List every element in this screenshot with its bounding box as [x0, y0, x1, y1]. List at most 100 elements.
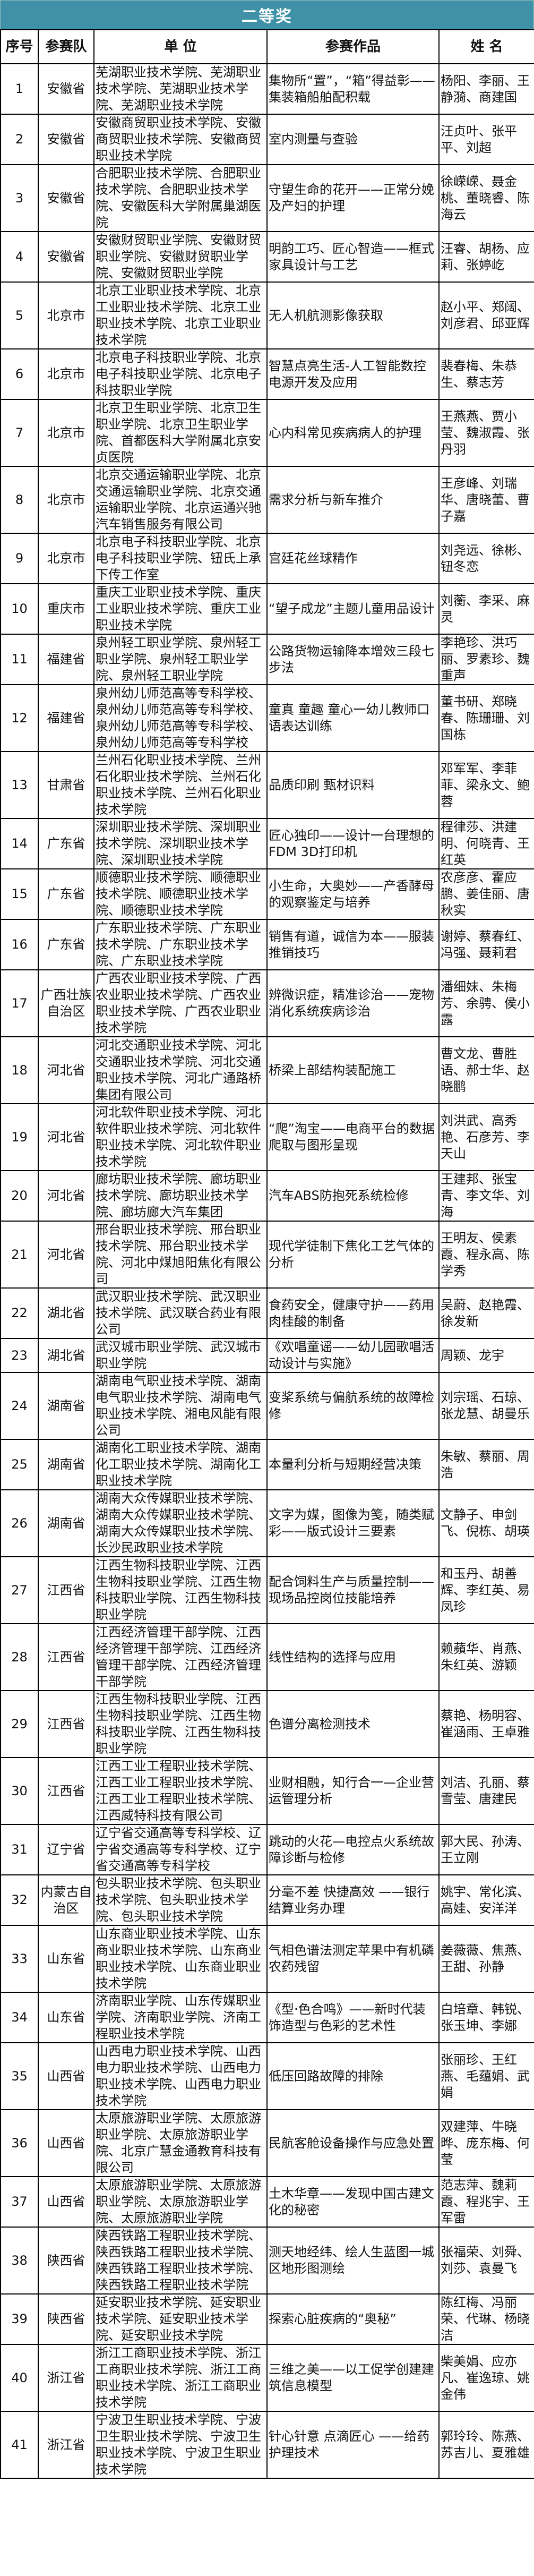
unit-cell: 安徽财贸职业学院、安徽财贸职业学院、安徽财贸职业学院、安徽财贸职业学院 — [93, 231, 268, 283]
names-cell: 蔡艳、杨明容、崔涵雨、王卓雅 — [438, 1690, 534, 1758]
names-cell: 姜薇薇、焦燕、王甜、孙静 — [438, 1925, 534, 1993]
table-row: 6 北京市 北京电子科技职业学院、北京电子科技职业学院、北京电子科技职业学院 智慧点亮… — [0, 348, 534, 400]
table-row: 17 广西壮族自治区 广西农业职业技术学院、广西农业职业技术学院、广西农业职业技术学… — [0, 969, 534, 1037]
seq-cell: 15 — [0, 868, 39, 920]
seq-cell: 13 — [0, 751, 39, 819]
table-row: 34 山东省 济南职业学院、山东传媒职业学院、济南职业学院、济南工程职业技术学院 《型… — [0, 1992, 534, 2043]
seq-cell: 31 — [0, 1824, 39, 1875]
names-cell: 刘蘅、李采、麻灵 — [438, 583, 534, 635]
seq-cell: 34 — [0, 1992, 39, 2043]
table-row: 4 安徽省 安徽财贸职业学院、安徽财贸职业学院、安徽财贸职业学院、安徽财贸职业学院明… — [0, 231, 534, 283]
table-row: 39 陕西省 延安职业技术学院、延安职业技术学院、延安职业技术学院、延安职业技术学院… — [0, 2293, 534, 2345]
work-cell: 探索心脏疾病的“奥秘” — [266, 2293, 440, 2345]
work-cell: 宫廷花丝球精作 — [266, 533, 440, 584]
names-cell: 潘细妹、朱梅芳、余骋、侯小露 — [438, 969, 534, 1037]
seq-cell: 19 — [0, 1103, 39, 1171]
seq-cell: 8 — [0, 466, 39, 534]
names-cell: 董书研、郑晓春、陈珊珊、刘国栋 — [438, 684, 534, 752]
table-header-row: 序号 参赛队 单 位 参赛作品 姓 名 — [0, 29, 534, 64]
team-cell: 安徽省 — [38, 63, 94, 115]
work-cell: 桥梁上部结构装配施工 — [266, 1036, 440, 1104]
seq-cell: 4 — [0, 231, 39, 283]
unit-cell: 重庆工业职业技术学院、重庆工业职业技术学院、重庆工业职业技术学院 — [93, 583, 268, 635]
unit-cell: 江西经济管理干部学院、江西经济管理干部学院、江西经济管理干部学院、江西经济管理干… — [93, 1623, 268, 1691]
table-row: 26 湖南省 湖南大众传媒职业技术学院、湖南大众传媒职业技术学院、湖南大众传媒职业技… — [0, 1489, 534, 1557]
names-cell: 王燕燕、贾小莹、魏淑霞、张丹羽 — [438, 399, 534, 467]
seq-cell: 35 — [0, 2042, 39, 2110]
team-cell: 福建省 — [38, 634, 94, 685]
work-cell: 线性结构的选择与应用 — [266, 1623, 440, 1691]
table-row: 18 河北省 河北交通职业技术学院、河北交通职业技术学院、河北交通职业技术学院、河北… — [0, 1036, 534, 1104]
unit-cell: 武汉城市职业学院、武汉城市职业学院 — [93, 1338, 268, 1373]
work-cell: 小生命，大奥妙——产香酵母的观察鉴定与培养 — [266, 868, 440, 920]
table-row: 12 福建省 泉州幼儿师范高等专科学校、泉州幼儿师范高等专科学校、泉州幼儿师范高等专… — [0, 684, 534, 752]
team-cell: 北京市 — [38, 399, 94, 467]
team-cell: 河北省 — [38, 1170, 94, 1222]
award-title: 二等奖 — [0, 0, 534, 29]
work-cell: 公路货物运输降本增效三段七步法 — [266, 634, 440, 685]
team-cell: 湖北省 — [38, 1287, 94, 1339]
table-row: 11 福建省 泉州轻工职业学院、泉州轻工职业学院、泉州轻工职业学院、泉州轻工职业学院… — [0, 634, 534, 685]
unit-cell: 宁波卫生职业技术学院、宁波卫生职业技术学院、宁波卫生职业技术学院、宁波卫生职业技… — [93, 2411, 268, 2479]
team-cell: 重庆市 — [38, 583, 94, 635]
work-cell: 集物所“置”，“箱”得益彰——集装箱船舶配积载 — [266, 63, 440, 115]
team-cell: 广东省 — [38, 919, 94, 970]
team-cell: 广东省 — [38, 868, 94, 920]
table-row: 3 安徽省 合肥职业技术学院、合肥职业技术学院、合肥职业技术学院、安徽医科大学附属巢… — [0, 164, 534, 232]
seq-cell: 36 — [0, 2109, 39, 2177]
table-row: 35 山西省 山西电力职业技术学院、山西电力职业技术学院、山西电力职业技术学院、山西… — [0, 2042, 534, 2110]
team-cell: 河北省 — [38, 1221, 94, 1289]
work-cell: 匠心独印——设计一台理想的FDM 3D打印机 — [266, 818, 440, 869]
unit-cell: 太原旅游职业学院、太原旅游职业学院、太原旅游职业学院、太原旅游职业学院 — [93, 2176, 268, 2228]
unit-cell: 浙江工商职业技术学院、浙江工商职业技术学院、浙江工商职业技术学院、浙江工商职业技… — [93, 2344, 268, 2412]
team-cell: 山东省 — [38, 1925, 94, 1993]
work-cell: 分毫不差 快捷高效 ——银行结算业务办理 — [266, 1874, 440, 1926]
unit-cell: 北京卫生职业学院、北京卫生职业学院、北京卫生职业学院、首都医科大学附属北京安贞医… — [93, 399, 268, 467]
team-cell: 河北省 — [38, 1036, 94, 1104]
table-row: 15 广东省 顺德职业技术学院、顺德职业技术学院、顺德职业技术学院、顺德职业技术学院… — [0, 868, 534, 920]
team-cell: 辽宁省 — [38, 1824, 94, 1875]
work-cell: 心内科常见疾病病人的护理 — [266, 399, 440, 467]
seq-cell: 30 — [0, 1757, 39, 1825]
names-cell: 邓军军、李菲菲、梁永文、鲍蓉 — [438, 751, 534, 819]
table-row: 29 江西省 江西生物科技职业学院、江西生物科技职业学院、江西生物科技职业学院、江西… — [0, 1690, 534, 1758]
seq-cell: 24 — [0, 1372, 39, 1440]
names-cell: 汪睿、胡杨、应莉、张婷屹 — [438, 231, 534, 283]
table-row: 30 江西省 江西工业工程职业技术学院、江西工业工程职业技术学院、江西工业工程职业技… — [0, 1757, 534, 1825]
seq-cell: 16 — [0, 919, 39, 970]
team-cell: 北京市 — [38, 348, 94, 400]
names-cell: 郭大民、孙涛、王立刚 — [438, 1824, 534, 1875]
seq-cell: 22 — [0, 1287, 39, 1339]
unit-cell: 太原旅游职业学院、太原旅游职业学院、太原旅游职业学院、北京广慧金通教育科技有限公… — [93, 2109, 268, 2177]
unit-cell: 安徽商贸职业技术学院、安徽商贸职业技术学院、安徽商贸职业技术学院 — [93, 114, 268, 165]
table-row: 38 陕西省 陕西铁路工程职业技术学院、陕西铁路工程职业技术学院、陕西铁路工程职业技… — [0, 2227, 534, 2294]
table-row: 7 北京市 北京卫生职业学院、北京卫生职业学院、北京卫生职业学院、首都医科大学附属北… — [0, 399, 534, 467]
names-cell: 吴蔚、赵艳霞、徐发新 — [438, 1287, 534, 1339]
unit-cell: 泉州轻工职业学院、泉州轻工职业学院、泉州轻工职业学院、泉州轻工职业学院 — [93, 634, 268, 685]
team-cell: 安徽省 — [38, 231, 94, 283]
work-cell: 土木华章——发现中国古建文化的秘密 — [266, 2176, 440, 2228]
team-cell: 山东省 — [38, 1992, 94, 2043]
table-row: 40 浙江省 浙江工商职业技术学院、浙江工商职业技术学院、浙江工商职业技术学院、浙江… — [0, 2344, 534, 2412]
work-cell: 低压回路故障的排除 — [266, 2042, 440, 2110]
names-cell: 姚宇、常化滨、高娃、安洋洋 — [438, 1874, 534, 1926]
names-cell: 杨阳、李丽、王静漪、商建国 — [438, 63, 534, 115]
table-row: 19 河北省 河北软件职业技术学院、河北软件职业技术学院、河北软件职业技术学院、河北… — [0, 1103, 534, 1171]
team-cell: 陕西省 — [38, 2293, 94, 2345]
work-cell: 色谱分离检测技术 — [266, 1690, 440, 1758]
table-row: 5 北京市 北京工业职业技术学院、北京工业职业技术学院、北京工业职业技术学院、北京工… — [0, 282, 534, 349]
work-cell: 《型·色合鸣》——新时代装饰造型与色彩的艺术性 — [266, 1992, 440, 2043]
team-cell: 安徽省 — [38, 114, 94, 165]
unit-cell: 江西生物科技职业学院、江西生物科技职业学院、江西生物科技职业学院、江西生物科技职… — [93, 1556, 268, 1624]
names-cell: 刘尧远、徐彬、钮冬恋 — [438, 533, 534, 584]
work-cell: 守望生命的花开——正常分娩及产妇的护理 — [266, 164, 440, 232]
team-cell: 广西壮族自治区 — [38, 969, 94, 1037]
seq-cell: 29 — [0, 1690, 39, 1758]
table-row: 1 安徽省 芜湖职业技术学院、芜湖职业技术学院、芜湖职业技术学院、芜湖职业技术学院集… — [0, 63, 534, 115]
names-cell: 程律莎、洪建明、何晓青、王红英 — [438, 818, 534, 869]
unit-cell: 广西农业职业技术学院、广西农业职业技术学院、广西农业职业技术学院、广西农业职业技… — [93, 969, 268, 1037]
seq-cell: 5 — [0, 282, 39, 349]
names-cell: 汪贞叶、张平平、刘超 — [438, 114, 534, 165]
seq-cell: 1 — [0, 63, 39, 115]
seq-cell: 28 — [0, 1623, 39, 1691]
